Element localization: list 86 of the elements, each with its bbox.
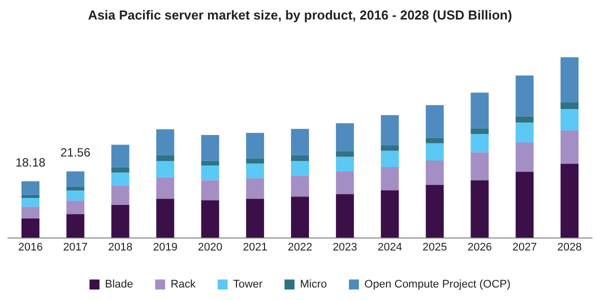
bar bbox=[380, 190, 399, 238]
bar bbox=[426, 138, 444, 144]
bar bbox=[246, 164, 264, 178]
bar bbox=[291, 176, 309, 197]
bar bbox=[426, 184, 444, 238]
bar bbox=[156, 155, 174, 162]
x-tick-label: 2020 bbox=[198, 241, 222, 254]
legend-label: Rack bbox=[170, 278, 196, 291]
annotation: 18.18 bbox=[15, 156, 46, 170]
bar bbox=[560, 164, 579, 238]
bar bbox=[516, 116, 534, 123]
bar bbox=[336, 194, 354, 238]
x-tick-label: 2025 bbox=[422, 241, 448, 254]
bar bbox=[111, 172, 130, 186]
bar bbox=[380, 167, 399, 190]
bar bbox=[560, 57, 579, 103]
x-tick-label: 2017 bbox=[63, 241, 88, 254]
bar bbox=[21, 206, 40, 218]
bar bbox=[156, 129, 174, 156]
bar bbox=[560, 130, 579, 164]
annotation: 21.56 bbox=[60, 146, 91, 160]
x-tick-label: 2021 bbox=[242, 241, 268, 254]
x-tick-label: 2022 bbox=[288, 241, 312, 254]
bar bbox=[66, 200, 84, 214]
bar bbox=[516, 142, 534, 172]
bar bbox=[426, 105, 444, 138]
bar bbox=[21, 198, 40, 207]
bar bbox=[111, 167, 130, 173]
bar bbox=[201, 135, 220, 161]
bar bbox=[201, 180, 220, 200]
bar bbox=[291, 161, 309, 176]
x-tick-label: 2027 bbox=[512, 241, 537, 254]
bar bbox=[66, 214, 84, 238]
bar bbox=[516, 122, 534, 142]
x-tick-label: 2016 bbox=[18, 241, 43, 254]
legend-label: Open Compute Project (OCP) bbox=[364, 278, 511, 291]
bar bbox=[560, 102, 579, 110]
bar bbox=[470, 128, 489, 134]
bar bbox=[156, 161, 174, 178]
bar bbox=[380, 115, 399, 146]
bar bbox=[201, 166, 220, 180]
x-tick-label: 2019 bbox=[152, 241, 178, 254]
x-tick-label: 2028 bbox=[557, 241, 582, 254]
bar bbox=[66, 190, 84, 201]
bar bbox=[156, 198, 174, 238]
bar bbox=[246, 178, 264, 199]
bar bbox=[156, 177, 174, 199]
bar bbox=[111, 186, 130, 205]
legend-label: Micro bbox=[300, 278, 327, 291]
bar bbox=[336, 156, 354, 172]
bar bbox=[246, 198, 264, 238]
bar bbox=[336, 151, 354, 157]
legend-label: Tower bbox=[233, 278, 263, 291]
x-tick-label: 2023 bbox=[332, 241, 358, 254]
bar bbox=[291, 128, 309, 156]
bar bbox=[426, 160, 444, 185]
bar bbox=[201, 160, 220, 166]
x-tick-label: 2024 bbox=[378, 241, 402, 254]
bar bbox=[470, 152, 489, 180]
bar bbox=[426, 143, 444, 161]
bar bbox=[291, 155, 309, 162]
bar bbox=[560, 109, 579, 131]
legend-label: Blade bbox=[104, 278, 134, 291]
bar bbox=[380, 146, 399, 151]
bar bbox=[66, 171, 84, 188]
bar bbox=[21, 194, 40, 198]
bar bbox=[516, 172, 534, 238]
bar bbox=[111, 204, 130, 238]
bar bbox=[470, 92, 489, 128]
bar bbox=[336, 123, 354, 152]
bar bbox=[470, 180, 489, 238]
bar bbox=[111, 144, 130, 168]
x-tick-label: 2026 bbox=[467, 241, 492, 254]
bar bbox=[336, 172, 354, 194]
bar bbox=[470, 134, 489, 152]
bar bbox=[21, 218, 40, 238]
bar bbox=[201, 200, 220, 238]
x-tick-label: 2018 bbox=[108, 241, 133, 254]
bar bbox=[21, 181, 40, 195]
bar bbox=[380, 150, 399, 168]
chart-title: Asia Pacific server market size, by product, 2016 - 2028 (USD Billion) bbox=[88, 7, 512, 22]
bar bbox=[291, 196, 309, 238]
bar bbox=[516, 75, 534, 116]
bar bbox=[246, 132, 264, 158]
bar bbox=[246, 158, 264, 164]
bar bbox=[66, 187, 84, 191]
